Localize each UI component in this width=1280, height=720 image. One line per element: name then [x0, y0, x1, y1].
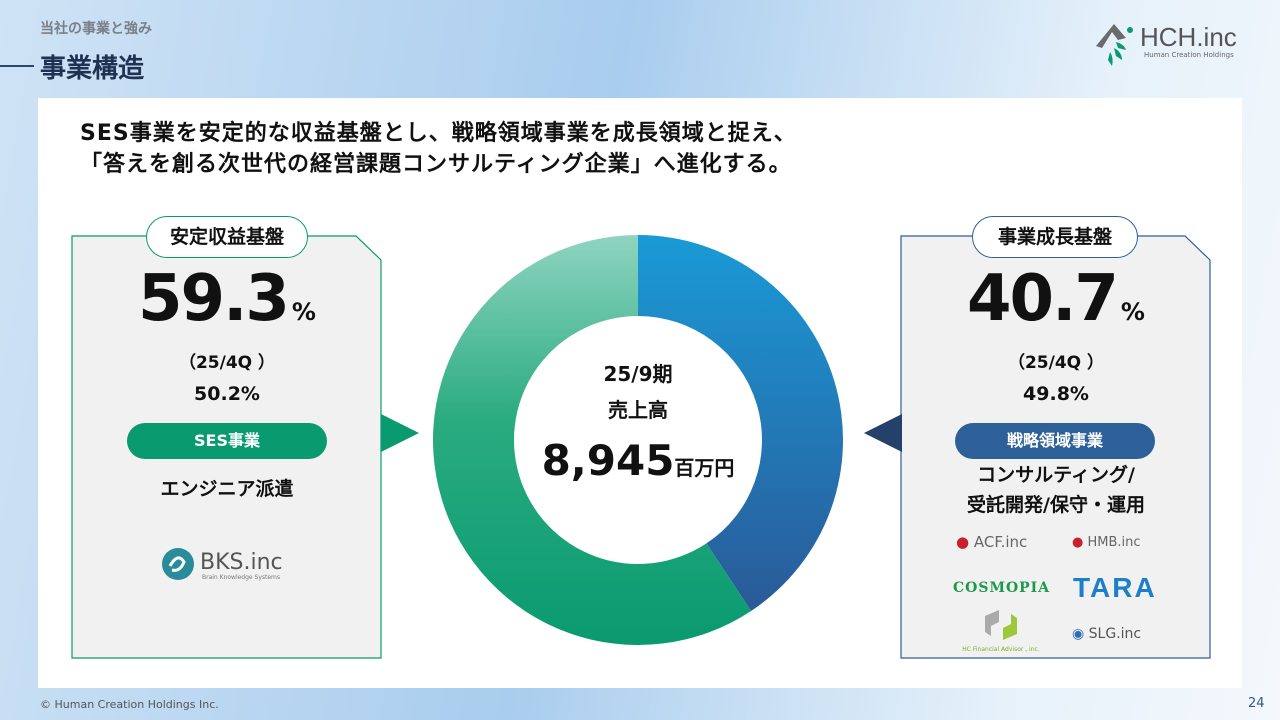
logo-text: HCH.inc [1140, 22, 1237, 52]
slg-logo: ◉ SLG.inc [1072, 626, 1142, 642]
center-sales-unit: 百万円 [674, 456, 735, 480]
center-sales-value: 8,945 [541, 436, 675, 485]
center-period: 25/9期 [603, 362, 673, 386]
right-share-unit: % [1120, 298, 1145, 326]
ses-business-pill: SES事業 [127, 423, 327, 459]
lead-line-2: 「答えを創る次世代の経営課題コンサルティング企業」へ進化する。 [80, 152, 792, 177]
left-period: （25/4Q ） [178, 353, 276, 373]
left-q-value: 50.2% [194, 383, 260, 405]
acf-logo-text: ACF.inc [973, 533, 1028, 551]
donut-center-label: 25/9期 売上高 [538, 356, 738, 428]
left-arrow-icon [381, 414, 419, 452]
hch-logo: HCH.inc Human Creation Holdings [1092, 18, 1252, 68]
copyright: © Human Creation Holdings Inc. [40, 698, 219, 711]
bks-logo-text: BKS.inc [200, 550, 283, 575]
right-tag: 事業成長基盤 [972, 216, 1138, 258]
left-tag: 安定収益基盤 [146, 216, 308, 258]
right-share-value: 40.7 [967, 262, 1119, 336]
title-rule [0, 65, 34, 67]
hcfa-logo-text: HC Financial Advisor , inc. [962, 646, 1040, 653]
hmb-logo: ● HMB.inc [1072, 535, 1141, 550]
left-share: 59.3% [72, 262, 382, 336]
right-desc: コンサルティング/ 受託開発/保守・運用 [901, 460, 1211, 520]
page-number: 24 [1248, 696, 1265, 711]
donut-slice-ses [433, 235, 752, 645]
cosmopia-logo: COSMOPIA [953, 580, 1051, 596]
acf-logo: ● ACF.inc [956, 533, 1028, 551]
lead-message: SES事業を安定的な収益基盤とし、戦略領域事業を成長領域と捉え、 「答えを創る次… [80, 118, 797, 180]
lead-line-1: SES事業を安定的な収益基盤とし、戦略領域事業を成長領域と捉え、 [80, 121, 797, 146]
hcfa-logo: HC Financial Advisor , inc. [960, 608, 1042, 653]
right-period: （25/4Q ） [1007, 353, 1105, 373]
bks-logo-mark-icon [162, 548, 194, 580]
bks-logo: BKS.inc Brain Knowledge Systems [160, 546, 283, 586]
strategic-business-pill: 戦略領域事業 [955, 423, 1155, 459]
hch-logo-mark-icon [1096, 24, 1133, 66]
left-share-unit: % [291, 298, 316, 326]
logo-subtext: Human Creation Holdings [1144, 51, 1234, 59]
center-label: 売上高 [608, 398, 668, 422]
tara-logo: TARA [1073, 572, 1157, 603]
slg-logo-text: SLG.inc [1088, 626, 1142, 642]
right-arrow-icon [864, 414, 902, 452]
hmb-logo-text: HMB.inc [1087, 535, 1141, 550]
center-sales: 8,945百万円 [518, 436, 758, 485]
left-share-value: 59.3 [138, 262, 290, 336]
section-kicker: 当社の事業と強み [40, 21, 152, 37]
bks-logo-sub: Brain Knowledge Systems [202, 574, 281, 581]
hcfa-logo-mark-icon [985, 610, 1017, 640]
right-desc-line-2: 受託開発/保守・運用 [967, 494, 1145, 516]
left-desc: エンジニア派遣 [160, 478, 294, 500]
right-share: 40.7% [901, 262, 1211, 336]
donut-slice-strategic [638, 235, 843, 611]
page-title: 事業構造 [40, 54, 145, 84]
right-desc-line-1: コンサルティング/ [977, 464, 1135, 486]
sales-donut-chart [433, 235, 843, 645]
right-q-value: 49.8% [1023, 383, 1089, 405]
